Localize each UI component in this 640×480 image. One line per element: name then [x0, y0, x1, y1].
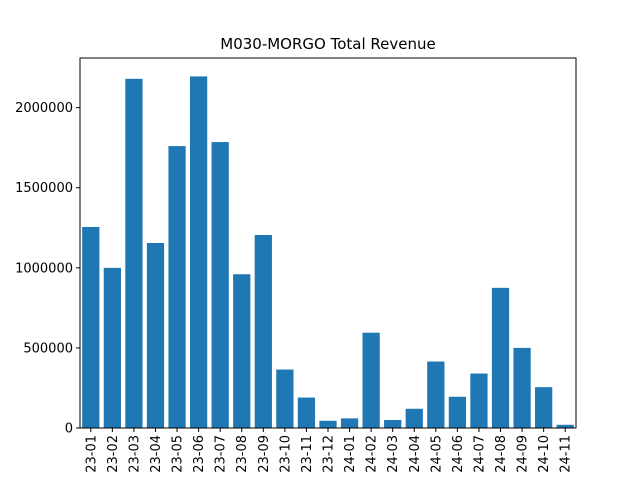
bar-23-02	[103, 267, 121, 428]
y-axis: 0 500000 1000000 1500000 2000000	[15, 101, 80, 437]
x-tick-label: 23-04	[149, 435, 164, 473]
x-tick-label: 24-05	[429, 435, 444, 473]
plot-frame	[79, 57, 577, 429]
x-tick-label: 23-05	[171, 435, 186, 473]
x-tick-label: 23-11	[300, 435, 315, 473]
bar-23-12	[319, 420, 337, 428]
x-tick-label: 24-02	[365, 435, 380, 473]
x-axis: 23-01 23-02 23-03 23-04 23-05 23-06 23-07 23-08…	[84, 428, 574, 473]
x-tick-label: 24-03	[386, 435, 401, 473]
y-tick-label: 500000	[23, 341, 73, 356]
bar-23-07	[211, 142, 229, 428]
bar-24-01	[340, 418, 359, 428]
bar-24-11	[556, 424, 574, 428]
bar-23-03	[125, 78, 143, 428]
x-tick-label: 23-03	[127, 435, 142, 473]
x-tick-label: 23-07	[214, 435, 229, 473]
bar-24-05	[427, 361, 445, 428]
bar-24-07	[470, 373, 488, 428]
x-tick-label: 23-12	[322, 435, 337, 473]
x-tick-label: 23-06	[192, 435, 207, 473]
bar-23-01	[82, 226, 100, 428]
bar-23-11	[297, 397, 316, 428]
bar-24-02	[362, 332, 380, 428]
x-tick-label: 23-02	[106, 435, 121, 473]
bar-24-06	[448, 396, 467, 428]
y-tick-label: 0	[65, 422, 73, 437]
x-tick-label: 24-04	[408, 435, 423, 473]
bar-24-04	[405, 408, 423, 428]
x-tick-label: 24-07	[472, 435, 487, 473]
bar-24-10	[535, 387, 553, 428]
x-tick-label: 24-01	[343, 435, 358, 473]
bar-24-09	[513, 347, 531, 428]
bar-23-08	[233, 274, 251, 428]
x-tick-label: 23-08	[235, 435, 250, 473]
x-tick-label: 23-01	[84, 435, 99, 473]
y-tick-label: 2000000	[15, 101, 73, 116]
bar-24-08	[491, 287, 510, 428]
x-tick-label: 23-10	[278, 435, 293, 473]
y-tick-label: 1000000	[15, 261, 73, 276]
x-tick-label: 24-09	[516, 435, 531, 473]
x-tick-label: 23-09	[257, 435, 272, 473]
bars-group	[82, 76, 574, 428]
bar-23-05	[168, 146, 186, 428]
bar-23-06	[189, 76, 208, 428]
bar-24-03	[384, 419, 402, 428]
bar-23-09	[254, 234, 272, 428]
x-tick-label: 24-10	[537, 435, 552, 473]
bar-23-04	[146, 243, 165, 428]
bar-23-10	[276, 369, 294, 428]
x-tick-label: 24-11	[559, 435, 574, 473]
x-tick-label: 24-06	[451, 435, 466, 473]
x-tick-label: 24-08	[494, 435, 509, 473]
chart-title: M030-MORGO Total Revenue	[220, 35, 435, 53]
y-tick-label: 1500000	[15, 181, 73, 196]
